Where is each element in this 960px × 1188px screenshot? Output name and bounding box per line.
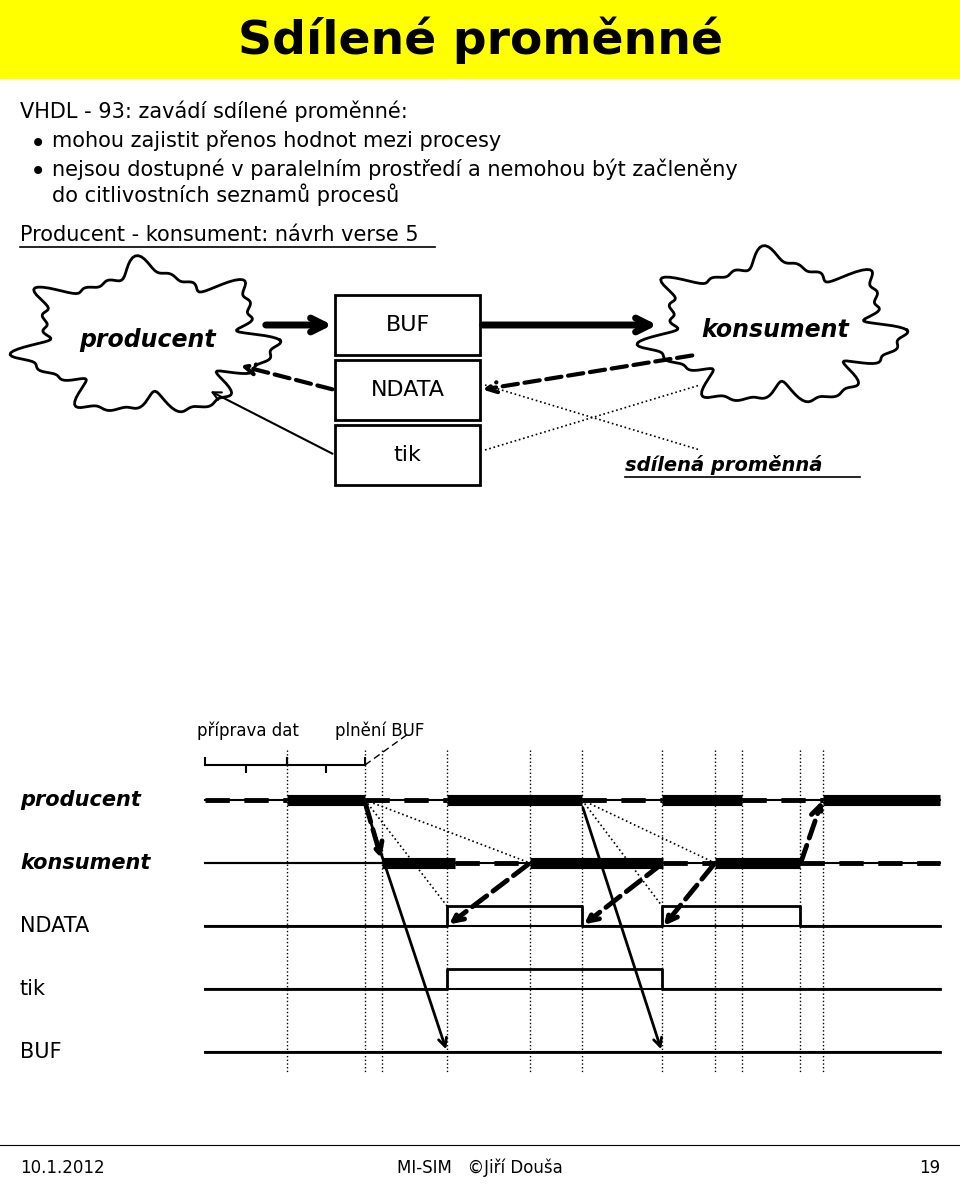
Text: NDATA: NDATA bbox=[20, 916, 89, 936]
Bar bbox=[0, 0, 960, 78]
Text: 19: 19 bbox=[919, 1159, 940, 1177]
Text: tik: tik bbox=[20, 979, 46, 999]
Text: do citlivostních seznamů procesů: do citlivostních seznamů procesů bbox=[52, 183, 399, 206]
Text: VHDL - 93: zavádí sdílené proměnné:: VHDL - 93: zavádí sdílené proměnné: bbox=[20, 100, 408, 121]
Polygon shape bbox=[10, 255, 281, 412]
Text: BUF: BUF bbox=[20, 1042, 61, 1062]
Text: producent: producent bbox=[80, 328, 216, 352]
Text: MI-SIM   ©Jiří Douša: MI-SIM ©Jiří Douša bbox=[397, 1158, 563, 1177]
Text: konsument: konsument bbox=[20, 853, 151, 873]
Text: sdílená proměnná: sdílená proměnná bbox=[625, 455, 823, 475]
Text: Sdílené proměnné: Sdílené proměnné bbox=[237, 17, 723, 64]
Text: nejsou dostupné v paralelním prostředí a nemohou být začleněny: nejsou dostupné v paralelním prostředí a… bbox=[52, 158, 737, 179]
Polygon shape bbox=[637, 246, 908, 402]
Text: příprava dat: příprava dat bbox=[197, 721, 299, 740]
Bar bbox=[335, 295, 480, 355]
Text: plnění BUF: plnění BUF bbox=[335, 721, 424, 740]
Text: BUF: BUF bbox=[385, 315, 430, 335]
Text: Producent - konsument: návrh verse 5: Producent - konsument: návrh verse 5 bbox=[20, 225, 419, 245]
Bar bbox=[335, 360, 480, 421]
Text: producent: producent bbox=[20, 790, 141, 810]
Text: tik: tik bbox=[394, 446, 421, 465]
Text: mohou zajistit přenos hodnot mezi procesy: mohou zajistit přenos hodnot mezi proces… bbox=[52, 129, 501, 151]
Bar bbox=[335, 425, 480, 485]
Text: konsument: konsument bbox=[701, 318, 849, 342]
Text: •: • bbox=[30, 158, 46, 187]
Text: •: • bbox=[30, 129, 46, 158]
Text: 10.1.2012: 10.1.2012 bbox=[20, 1159, 105, 1177]
Text: NDATA: NDATA bbox=[371, 380, 444, 400]
